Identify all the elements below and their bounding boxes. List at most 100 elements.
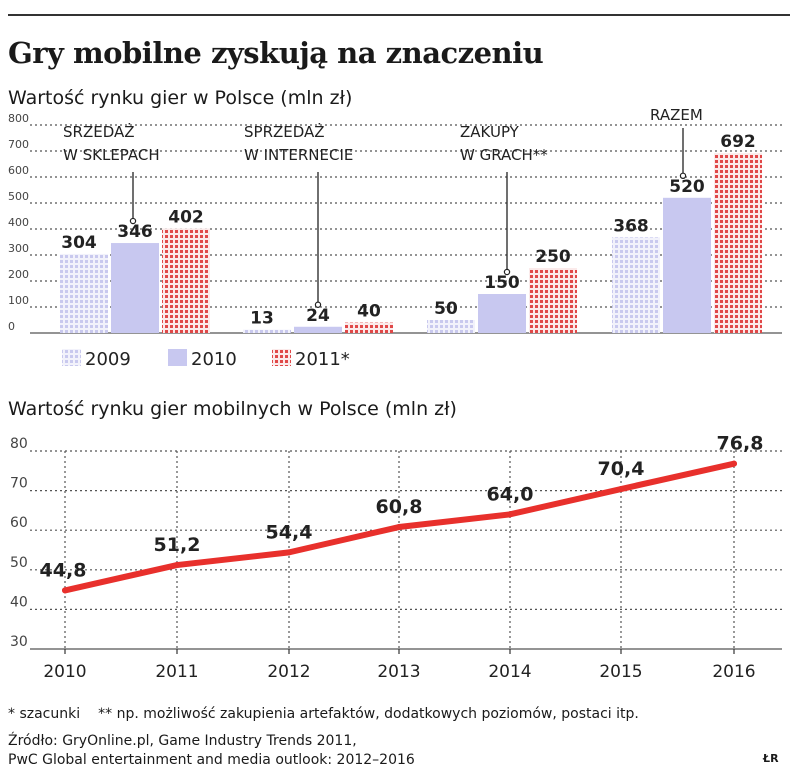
bar [111,243,159,333]
bar-y-tick-label: 200 [8,268,29,281]
bar-y-tick-label: 100 [8,294,29,307]
legend-item: 2009 [62,349,131,370]
x-tick-label: 2015 [599,662,642,682]
leader-dot [314,301,322,308]
legend-label: 2010 [191,349,237,370]
author-credit: ŁR [763,752,779,765]
data-point-marker [731,460,737,467]
line-y-tick-label: 80 [10,436,28,452]
bar-value-label: 50 [434,299,458,319]
bar-value-label: 402 [168,207,204,227]
x-tick-label: 2011 [155,662,198,682]
bar-legend: 2009 2010 2011* [62,349,350,370]
data-point-marker [396,524,402,531]
bar-y-tick-label: 400 [8,216,29,229]
x-tick-label: 2014 [488,662,531,682]
data-point: 54,4 [266,521,313,556]
bar [529,268,577,333]
bar-category-group: SRZEDAŻ W SKLEPACH 304 346 402 [60,122,210,333]
data-point-label: 54,4 [266,521,313,543]
data-point: 60,8 [376,496,423,531]
bar-y-tick-label: 0 [8,320,15,333]
source-line-1: Źródło: GryOnline.pl, Game Industry Tren… [8,733,357,749]
bar-value-label: 150 [484,273,520,293]
line-chart: 30 40 50 60 70 80 2010 2011 2012 2013 2014 2015 2016… [10,433,782,682]
x-tick-label: 2010 [43,662,86,682]
footnote-note: ** np. możliwość zakupienia artefaktów, … [98,706,639,722]
bar [162,228,210,333]
bar-value-label: 24 [306,306,330,326]
data-point-marker [618,486,624,493]
category-label: W INTERNECIE [244,146,353,164]
legend-swatch [272,349,291,366]
data-point-marker [286,549,292,556]
x-tick-label: 2013 [377,662,420,682]
data-point-label: 60,8 [376,496,423,518]
line-y-tick-label: 60 [10,515,28,531]
bar-value-label: 520 [669,177,705,197]
page-title: Gry mobilne zyskują na znaczeniu [8,36,544,70]
data-point-label: 51,2 [154,534,201,556]
data-point: 64,0 [487,483,534,518]
bar-category-group: RAZEM 368 520 692 [612,106,762,333]
bar [60,253,108,333]
category-label: W SKLEPACH [63,146,160,164]
leader-dot [679,172,687,179]
data-point: 76,8 [717,433,764,467]
bar-value-label: 250 [535,247,571,267]
bar-value-label: 346 [117,222,153,242]
bar [663,197,711,333]
data-point: 70,4 [598,458,645,493]
data-point-marker [62,587,68,594]
bar [478,294,526,333]
legend-label: 2011* [295,349,350,370]
bar-y-tick-label: 300 [8,242,29,255]
bar-y-tick-label: 800 [8,112,29,125]
line-chart-title: Wartość rynku gier mobilnych w Polsce (m… [8,398,457,420]
footnote: * szacunki ** np. możliwość zakupienia ar… [8,706,639,722]
bar [427,320,475,333]
bar-value-label: 368 [613,216,649,236]
bar [345,322,393,333]
x-tick-label: 2016 [712,662,755,682]
bar [612,237,660,333]
data-point-label: 70,4 [598,458,645,480]
line-y-tick-label: 40 [10,594,28,610]
bar [714,153,762,333]
x-tick-label: 2012 [267,662,310,682]
bar-value-label: 13 [250,309,274,329]
category-label: SPRZEDAŻ [244,122,325,141]
data-point: 51,2 [154,534,201,569]
data-point-label: 44,8 [40,559,87,581]
bar-chart: 0 100 200 300 400 500 600 700 800 SRZEDAŻ W SKLEPA… [8,106,782,370]
category-label: SRZEDAŻ [63,122,135,141]
leader-dot [129,217,137,225]
bar-chart-title: Wartość rynku gier w Polsce (mln zł) [8,87,353,109]
legend-swatch [62,349,81,366]
bar [294,326,342,333]
data-point-marker [174,562,180,569]
legend-label: 2009 [85,349,131,370]
line-y-tick-label: 50 [10,555,28,571]
bar-category-group: ZAKUPY W GRACH** 50 150 250 [427,123,577,333]
bar-y-tick-label: 500 [8,190,29,203]
category-label: W GRACH** [460,146,548,164]
legend-item: 2011* [272,349,350,370]
category-label: ZAKUPY [460,123,520,141]
legend-item: 2010 [168,349,237,370]
legend-swatch [168,349,187,366]
data-point-label: 64,0 [487,483,534,505]
data-point: 44,8 [40,559,87,594]
leader-dot [503,268,511,276]
top-rule [8,14,790,16]
source-line-2: PwC Global entertainment and media outlo… [8,752,415,768]
bar-y-tick-label: 600 [8,164,29,177]
line-y-tick-label: 70 [10,476,28,492]
bar-y-tick-label: 700 [8,138,29,151]
bar-category-group: SPRZEDAŻ W INTERNECIE 13 24 40 [243,122,393,333]
data-point-label: 76,8 [717,433,764,455]
line-y-tick-label: 30 [10,634,28,650]
data-point-marker [507,511,513,518]
bar-value-label: 40 [357,302,381,322]
